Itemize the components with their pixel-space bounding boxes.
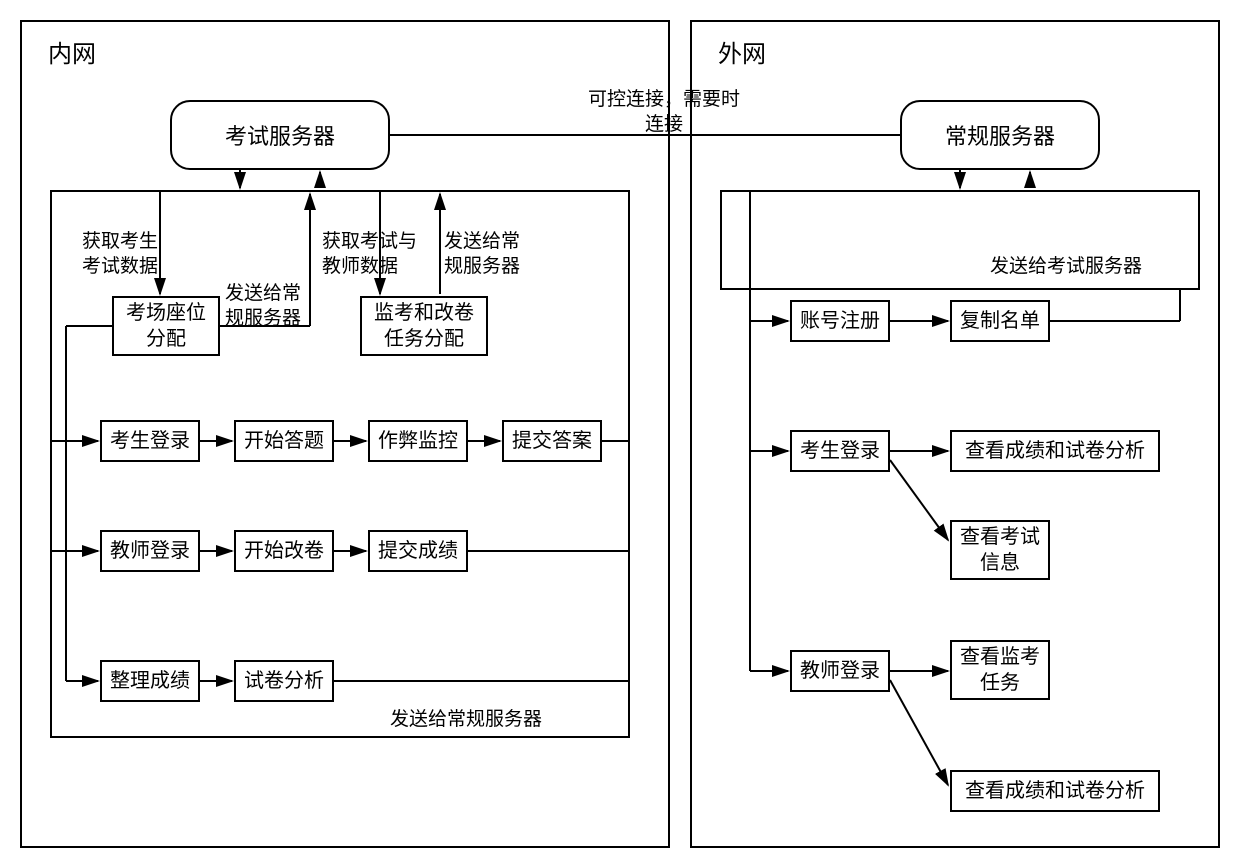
submit-answer-box: 提交答案 [502, 420, 602, 462]
send-exam-server-label: 发送给考试服务器 [990, 255, 1190, 280]
send-regular-1-label: 发送给常 规服务器 [225, 282, 325, 331]
start-grade-box: 开始改卷 [234, 530, 334, 572]
start-answer-box: 开始答题 [234, 420, 334, 462]
regular-server-label: 常规服务器 [945, 119, 1055, 151]
student-login-box: 考生登录 [100, 420, 200, 462]
seat-alloc-box: 考场座位 分配 [112, 296, 220, 356]
teacher-login-box: 教师登录 [100, 530, 200, 572]
paper-analysis-box: 试卷分析 [234, 660, 334, 702]
invigilate-alloc-box: 监考和改卷 任务分配 [360, 296, 488, 356]
copy-list-box: 复制名单 [950, 300, 1050, 342]
get-student-data-label: 获取考生 考试数据 [82, 230, 182, 279]
right-panel-title: 外网 [718, 34, 766, 69]
collect-score-box: 整理成绩 [100, 660, 200, 702]
submit-score-box: 提交成绩 [368, 530, 468, 572]
account-reg-box: 账号注册 [790, 300, 890, 342]
view-exam-info-box: 查看考试 信息 [950, 520, 1050, 580]
student-login-right-box: 考生登录 [790, 430, 890, 472]
exam-server-box: 考试服务器 [170, 100, 390, 170]
view-score-analysis-1-box: 查看成绩和试卷分析 [950, 430, 1160, 472]
send-regular-3-label: 发送给常规服务器 [390, 708, 590, 733]
send-regular-2-label: 发送给常 规服务器 [444, 230, 544, 279]
cheat-monitor-box: 作弊监控 [368, 420, 468, 462]
connection-label: 可控连接，需要时 连接 [564, 88, 764, 137]
get-exam-teacher-label: 获取考试与 教师数据 [322, 230, 442, 279]
left-panel-title: 内网 [48, 34, 96, 69]
regular-server-box: 常规服务器 [900, 100, 1100, 170]
view-score-analysis-2-box: 查看成绩和试卷分析 [950, 770, 1160, 812]
teacher-login-right-box: 教师登录 [790, 650, 890, 692]
view-invigilate-task-box: 查看监考 任务 [950, 640, 1050, 700]
exam-server-label: 考试服务器 [225, 119, 335, 151]
